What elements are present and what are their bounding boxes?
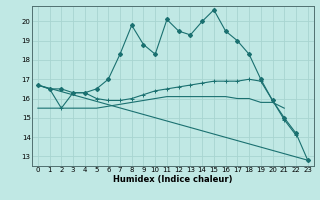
X-axis label: Humidex (Indice chaleur): Humidex (Indice chaleur) xyxy=(113,175,233,184)
